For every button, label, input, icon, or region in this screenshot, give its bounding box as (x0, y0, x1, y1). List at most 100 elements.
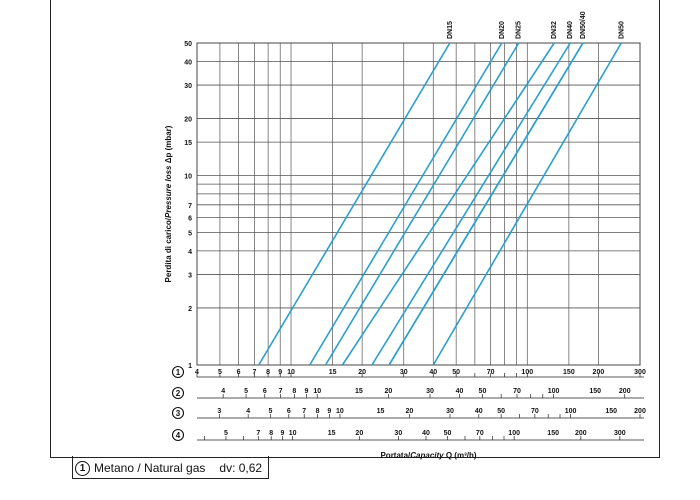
series-line (309, 42, 503, 366)
scale-tick-label: 8 (269, 430, 273, 437)
series-label: DN25 (516, 21, 523, 39)
scale-tick-label: 8 (292, 388, 296, 395)
scale-tick-label: 50 (444, 430, 452, 437)
scale-tick-label: 10 (289, 430, 297, 437)
scale-tick-label: 7 (256, 430, 260, 437)
scale-tick-label: 30 (426, 388, 434, 395)
series-line (258, 42, 451, 366)
y-tick-label: 4 (188, 249, 192, 256)
y-tick-label: 6 (188, 216, 192, 223)
scale-tick-label: 150 (589, 388, 601, 395)
scale-tick-label: 10 (313, 388, 321, 395)
scale-id-marker (171, 406, 185, 420)
series-line (371, 42, 571, 366)
y-tick-label: 7 (188, 203, 192, 210)
scale-tick-label: 3 (217, 408, 221, 415)
scale-tick-label: 9 (278, 369, 282, 376)
scale-tick-label: 10 (336, 408, 344, 415)
scale-tick-label: 20 (405, 408, 413, 415)
scale-id-marker (171, 386, 185, 400)
scale-tick-label: 7 (279, 388, 283, 395)
legend-marker: 1 (75, 460, 90, 476)
scale-tick-label: 6 (237, 369, 241, 376)
series-line (341, 42, 555, 366)
scale-id-label: 4 (176, 431, 181, 440)
y-tick-label: 15 (184, 140, 192, 147)
scale-tick-label: 100 (508, 430, 520, 437)
series-label: DN15 (447, 21, 454, 39)
scale-tick-label: 15 (329, 369, 337, 376)
scale-tick-label: 20 (384, 388, 392, 395)
scale-tick-label: 6 (287, 408, 291, 415)
scale-tick-label: 30 (446, 408, 454, 415)
scale-id-label: 1 (176, 368, 181, 377)
scale-tick-label: 40 (456, 388, 464, 395)
scale-tick-label: 150 (563, 369, 575, 376)
scale-tick-label: 4 (195, 369, 199, 376)
scale-id-label: 2 (176, 389, 181, 398)
scale-tick-label: 9 (327, 408, 331, 415)
series-line (324, 42, 520, 366)
scale-tick-label: 5 (218, 369, 222, 376)
scale-tick-label: 50 (452, 369, 460, 376)
series-label: DN20 (499, 21, 506, 39)
scale-tick-label: 150 (547, 430, 559, 437)
y-tick-label: 3 (188, 273, 192, 280)
scale-tick-label: 200 (619, 388, 631, 395)
scale-tick-label: 5 (244, 388, 248, 395)
scale-tick-label: 150 (605, 408, 617, 415)
series-line (388, 42, 584, 366)
scale-tick-label: 100 (565, 408, 577, 415)
scale-tick-label: 8 (266, 369, 270, 376)
scale-tick-label: 4 (246, 408, 250, 415)
scale-tick-label: 15 (377, 408, 385, 415)
scale-tick-label: 70 (487, 369, 495, 376)
scale-tick-label: 200 (634, 408, 646, 415)
scale-tick-label: 20 (355, 430, 363, 437)
legend-dv: dv: 0,62 (219, 461, 263, 475)
series-label: DN50/40 (580, 11, 587, 39)
legend-text: Metano / Natural gas (94, 461, 206, 475)
y-tick-label: 50 (184, 41, 192, 48)
scale-tick-label: 300 (614, 430, 626, 437)
scale-tick-label: 40 (422, 430, 430, 437)
scale-tick-label: 30 (394, 430, 402, 437)
scale-tick-label: 5 (224, 430, 228, 437)
scale-tick-label: 70 (531, 408, 539, 415)
scale-tick-label: 300 (634, 369, 646, 376)
scale-tick-label: 20 (358, 369, 366, 376)
scale-tick-label: 5 (269, 408, 273, 415)
y-tick-label: 5 (188, 231, 192, 238)
y-tick-label: 10 (184, 173, 192, 180)
scale-id-marker (171, 365, 185, 379)
scale-tick-label: 6 (263, 388, 267, 395)
chart-frame (50, 0, 660, 458)
scale-tick-label: 9 (304, 388, 308, 395)
scale-tick-label: 8 (316, 408, 320, 415)
scale-tick-label: 100 (521, 369, 533, 376)
scale-tick-label: 7 (302, 408, 306, 415)
scale-tick-label: 70 (513, 388, 521, 395)
scale-tick-label: 15 (328, 430, 336, 437)
y-tick-label: 20 (184, 116, 192, 123)
scale-tick-label: 200 (593, 369, 605, 376)
scale-tick-label: 9 (281, 430, 285, 437)
scale-tick-label: 100 (548, 388, 560, 395)
scale-id-label: 3 (176, 409, 181, 418)
series-label: DN32 (551, 21, 558, 39)
series-label: DN40 (567, 21, 574, 39)
y-tick-label: 30 (184, 83, 192, 90)
series-label: DN50 (618, 21, 625, 39)
y-tick-label: 1 (188, 363, 192, 370)
scale-tick-label: 50 (479, 388, 487, 395)
y-tick-label: 40 (184, 59, 192, 66)
scale-tick-label: 70 (476, 430, 484, 437)
y-axis-label: Perdita di carico/Pressure loss Δp (mbar… (164, 125, 173, 282)
y-tick-label: 2 (188, 306, 192, 313)
scale-tick-label: 40 (429, 369, 437, 376)
scale-tick-label: 40 (475, 408, 483, 415)
scale-tick-label: 50 (497, 408, 505, 415)
x-axis-label: Portata/Capacity Q (m³/h) (380, 451, 476, 460)
scale-tick-label: 30 (400, 369, 408, 376)
